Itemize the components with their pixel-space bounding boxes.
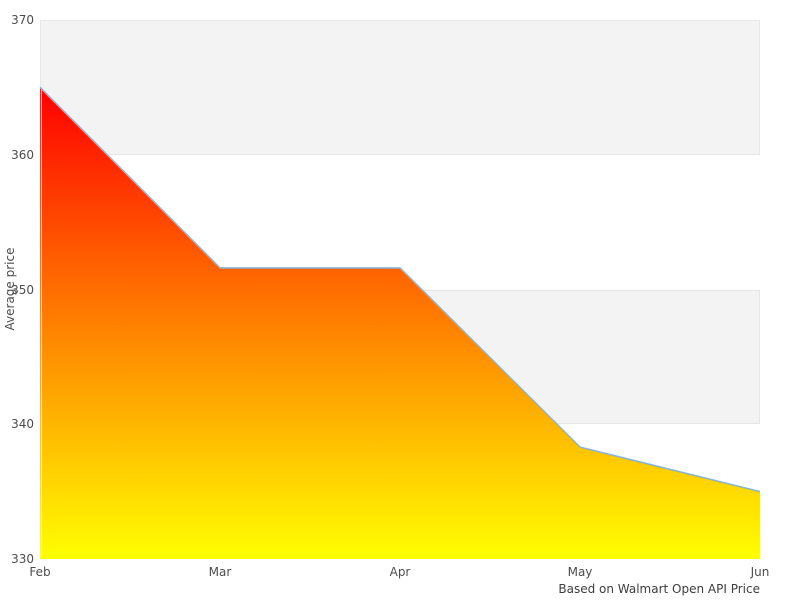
chart-caption: Based on Walmart Open API Price	[558, 582, 760, 596]
area-fill	[40, 87, 760, 559]
x-tick-label: Jun	[750, 565, 770, 579]
x-tick-label: May	[567, 565, 593, 579]
x-tick-label: Mar	[208, 565, 232, 579]
x-tick-label: Feb	[29, 565, 51, 579]
x-tick-label: Apr	[389, 565, 411, 579]
y-tick-label: 350	[11, 282, 34, 297]
y-tick-label: 370	[11, 13, 34, 27]
trend-line	[39, 86, 761, 493]
y-axis-title: Average price	[3, 247, 17, 330]
y-tick-label: 360	[11, 147, 34, 162]
y-tick-label: 330	[11, 552, 34, 566]
y-tick-label: 340	[11, 417, 34, 432]
grid-band	[40, 20, 760, 155]
